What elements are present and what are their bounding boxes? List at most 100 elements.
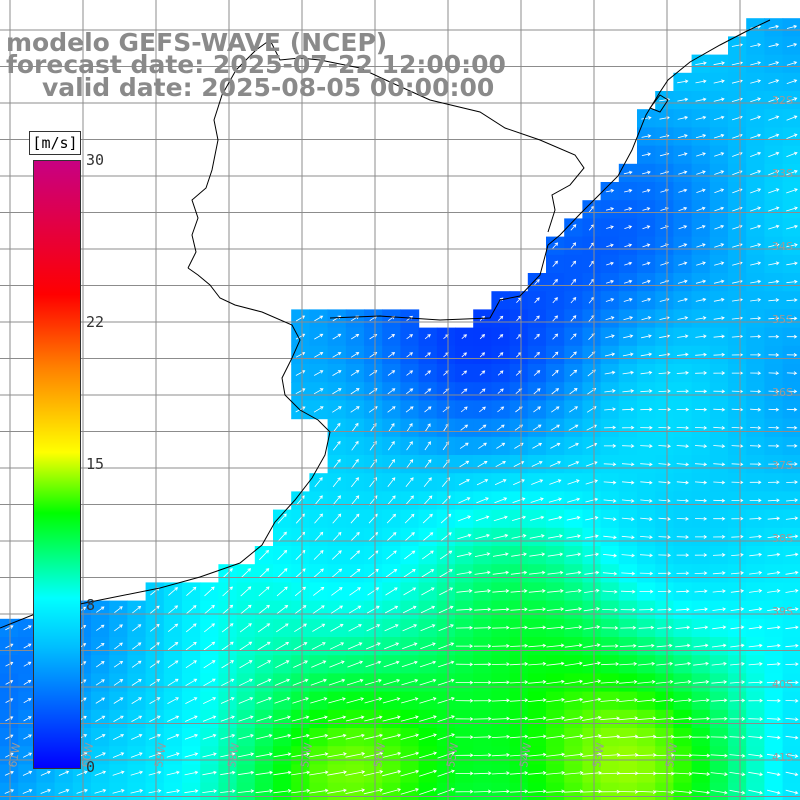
wind-arrow [240, 586, 252, 597]
wind-arrow [424, 388, 432, 395]
wind-arrow [655, 698, 674, 702]
wind-arrow [618, 789, 639, 794]
colorbar-tick-label: 30 [86, 151, 105, 169]
wind-arrow [332, 370, 342, 376]
longitude-label: 56W [371, 742, 388, 769]
wind-arrow [332, 352, 342, 358]
wind-arrow [677, 79, 689, 84]
wind-arrow [675, 625, 691, 630]
wind-arrow [368, 532, 379, 542]
wind-arrow [642, 243, 651, 248]
wind-speed-cell [436, 473, 456, 492]
wind-arrow [601, 644, 619, 648]
wind-speed-cell [455, 327, 474, 347]
wind-speed-cell [327, 491, 347, 511]
wind-arrow [713, 425, 726, 430]
wind-arrow [624, 261, 633, 266]
wind-arrow [496, 424, 505, 431]
wind-arrow [167, 697, 179, 704]
wind-speed-cell [345, 418, 365, 438]
wind-arrow [274, 678, 291, 686]
wind-arrow [786, 480, 798, 485]
wind-arrow [730, 589, 745, 593]
wind-speed-cell [546, 291, 565, 310]
wind-arrow [76, 788, 88, 794]
wind-arrow [332, 513, 342, 524]
wind-arrow [785, 552, 799, 557]
wind-arrow [786, 407, 798, 412]
wind-arrow [256, 715, 273, 722]
wind-arrow [294, 605, 307, 615]
wind-arrow [749, 462, 762, 467]
wind-arrow [419, 733, 437, 741]
wind-speed-cell [418, 400, 438, 420]
wind-arrow [605, 188, 615, 193]
title-valid-date: valid date: 2025-08-05 00:00:00 [42, 73, 495, 102]
wind-arrow [694, 553, 708, 557]
wind-arrow [657, 607, 672, 612]
wind-arrow [714, 243, 725, 248]
wind-arrow [512, 497, 526, 503]
wind-arrow [767, 625, 781, 630]
wind-arrow [455, 625, 473, 630]
wind-arrow [455, 644, 474, 648]
wind-arrow [655, 716, 675, 721]
wind-speed-cell [564, 345, 583, 365]
wind-speed-cell [218, 582, 238, 602]
wind-arrow [273, 733, 292, 740]
wind-arrow [639, 607, 654, 612]
wind-arrow [314, 513, 324, 524]
wind-speed-cell [582, 382, 602, 401]
wind-arrow [585, 479, 599, 485]
longitude-label: 52W [663, 742, 680, 769]
wind-arrow [491, 771, 510, 776]
wind-arrow [748, 698, 763, 703]
wind-speed-cell [182, 600, 201, 620]
wind-arrow [694, 480, 708, 485]
wind-speed-cell [0, 728, 19, 747]
wind-arrow [640, 462, 653, 467]
wind-arrow [295, 549, 306, 560]
wind-speed-cell [0, 655, 19, 674]
wind-speed-cell [491, 291, 511, 310]
wind-speed-cell [309, 600, 329, 620]
wind-arrow [641, 297, 652, 302]
wind-arrow [439, 587, 454, 596]
wind-arrow [713, 279, 725, 284]
wind-arrow [730, 643, 745, 648]
wind-arrow [351, 458, 359, 469]
wind-arrow [332, 531, 342, 542]
wind-speed-cell [546, 400, 565, 420]
longitude-label: 54W [517, 742, 534, 769]
wind-speed-cell [418, 418, 438, 438]
wind-arrow [167, 678, 179, 687]
wind-arrow [673, 734, 693, 739]
wind-speed-cell [364, 345, 383, 365]
wind-arrow [388, 422, 395, 433]
wind-arrow [768, 425, 780, 430]
wind-arrow [273, 770, 292, 776]
wind-speed-cell [327, 418, 347, 438]
wind-speed-cell [327, 327, 347, 347]
wind-arrow [676, 571, 690, 576]
wind-arrow [677, 279, 688, 284]
wind-speed-cell [364, 364, 383, 383]
wind-arrow [313, 550, 324, 560]
wind-arrow [750, 188, 762, 194]
wind-speed-cell [327, 582, 347, 602]
wind-arrow [673, 771, 693, 776]
wind-speed-cell [455, 473, 474, 492]
wind-arrow [473, 625, 492, 630]
wind-arrow [314, 531, 324, 542]
wind-arrow [750, 316, 762, 321]
wind-arrow [402, 642, 418, 650]
wind-speed-cell [473, 418, 492, 438]
wind-arrow [768, 79, 780, 84]
wind-arrow [766, 771, 781, 777]
wind-arrow [603, 480, 617, 485]
wind-arrow [768, 61, 780, 66]
wind-arrow [333, 422, 341, 433]
wind-arrow [569, 369, 578, 377]
wind-arrow [294, 586, 306, 597]
wind-arrow [350, 406, 360, 413]
